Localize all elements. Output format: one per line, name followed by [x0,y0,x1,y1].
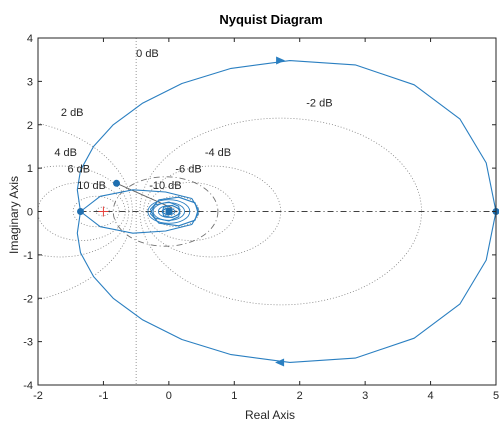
db-label: 2 dB [61,107,84,119]
data-marker [77,208,85,215]
x-tick-label: 1 [231,390,237,402]
db-labels: 0 dB 2 dB -2 dB 4 dB -4 dB 6 dB -6 dB 10 dB -10 … [54,48,332,192]
y-tick-label: -2 [23,293,33,305]
data-marker [113,179,121,187]
db-label: -6 dB [175,163,201,175]
dashdot-circle [112,176,219,247]
y-tick-label: -4 [23,380,33,392]
x-tick-label: -2 [33,390,43,402]
y-tick-label: 3 [27,76,33,88]
y-tick-label: -3 [23,337,33,349]
x-tick-label: -1 [99,390,109,402]
db-circle [72,195,120,228]
db-label: 4 dB [54,147,77,159]
x-tick-label: 0 [166,390,172,402]
y-tick-label: 1 [27,163,33,175]
nyquist-inner-loop [152,202,186,221]
chart-title: Nyquist Diagram [219,12,322,27]
db-circle [38,122,133,301]
y-axis-label: Imaginary Axis [7,176,21,254]
x-tick-label: 4 [428,390,434,402]
nyquist-curves [76,56,496,367]
y-tick-label: 2 [27,120,33,132]
nyquist-inner-loop [157,205,180,218]
x-axis-label: Real Axis [245,408,295,422]
margin-line [116,182,173,209]
x-tick-label: 3 [362,390,368,402]
db-label: 10 dB [77,180,106,192]
y-tick-label: -1 [23,250,33,262]
db-grid [38,38,496,385]
db-label: 6 dB [67,163,90,175]
db-label: -10 dB [149,180,181,192]
db-label: 0 dB [136,48,159,60]
data-marker [165,208,173,215]
y-tick-label: 4 [27,33,33,45]
db-label: -4 dB [205,147,231,159]
x-tick-label: 5 [493,390,499,402]
x-tick-label: 2 [297,390,303,402]
nyquist-inner-loop [147,199,191,224]
db-label: -2 dB [306,98,332,110]
axis-ticks: -2 -1 0 1 2 3 4 5 -4 -3 -2 -1 0 1 2 3 4 [23,33,499,402]
direction-arrow [275,358,285,367]
y-tick-label: 0 [27,207,33,219]
direction-arrow [276,56,286,65]
nyquist-branch-negative [76,189,496,363]
markers [77,179,499,215]
db-circle [146,182,235,241]
